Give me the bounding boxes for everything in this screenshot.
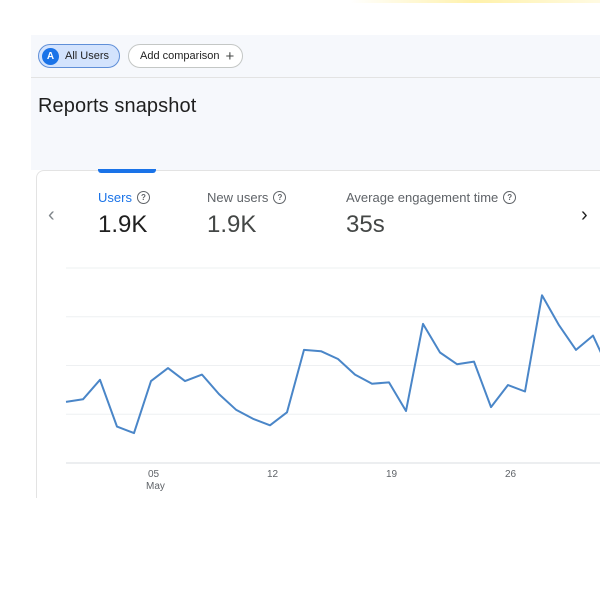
decorative-highlight bbox=[350, 0, 600, 3]
metric-label-users: Users ? bbox=[98, 190, 150, 205]
metric-label-text: Average engagement time bbox=[346, 190, 499, 205]
page-title: Reports snapshot bbox=[38, 95, 197, 117]
help-icon[interactable]: ? bbox=[136, 191, 150, 204]
metric-value-users: 1.9K bbox=[98, 211, 148, 238]
metric-value-avg-engagement: 35s bbox=[346, 211, 385, 238]
chevron-left-icon[interactable]: ‹ bbox=[48, 204, 55, 226]
bottom-mask bbox=[30, 498, 600, 518]
metric-value-new-users: 1.9K bbox=[207, 211, 257, 238]
help-icon[interactable]: ? bbox=[503, 191, 517, 204]
plus-icon: + bbox=[225, 47, 235, 65]
all-users-label: All Users bbox=[65, 50, 110, 62]
chevron-right-icon[interactable]: › bbox=[581, 204, 588, 226]
header-panel bbox=[31, 35, 600, 170]
active-tab-indicator bbox=[98, 169, 156, 173]
segment-avatar: A bbox=[42, 47, 59, 65]
metric-label-new-users: New users ? bbox=[207, 190, 287, 205]
metric-tab-new-users[interactable]: New users ? 1.9K bbox=[207, 190, 287, 239]
header-divider bbox=[31, 77, 600, 78]
add-comparison-label: Add comparison bbox=[140, 50, 220, 62]
comparison-chip-row: A All Users Add comparison + bbox=[38, 44, 244, 68]
metric-label-text: New users bbox=[207, 190, 269, 205]
add-comparison-button[interactable]: Add comparison + bbox=[128, 44, 244, 68]
metric-tab-users[interactable]: Users ? 1.9K bbox=[98, 190, 150, 239]
metric-label-text: Users bbox=[98, 190, 132, 205]
metric-label-avg-engagement: Average engagement time ? bbox=[346, 190, 517, 205]
help-icon[interactable]: ? bbox=[273, 191, 287, 204]
metric-tab-avg-engagement[interactable]: Average engagement time ? 35s bbox=[346, 190, 517, 239]
all-users-chip[interactable]: A All Users bbox=[38, 44, 121, 68]
